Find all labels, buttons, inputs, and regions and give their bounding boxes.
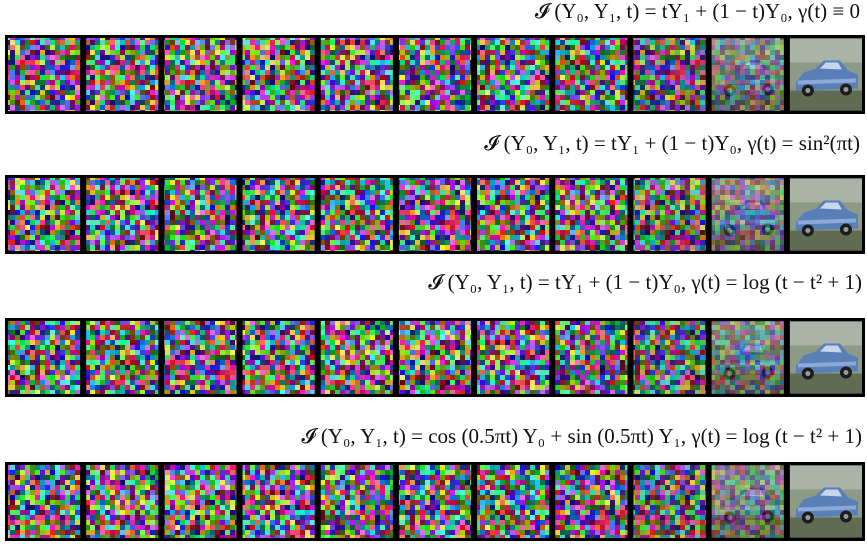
sample-image [712, 465, 784, 538]
sample-image [633, 465, 705, 538]
sample-image [790, 38, 862, 110]
noise-image [399, 465, 471, 538]
noise-image [164, 38, 236, 111]
noise-image [164, 321, 236, 394]
noise-image [633, 178, 705, 251]
noise-image [86, 321, 158, 394]
sample-image [243, 321, 315, 394]
noise-image [712, 321, 784, 394]
sample-image [321, 38, 393, 111]
sample-image [477, 321, 549, 394]
sample-image [633, 321, 705, 394]
noise-image [555, 38, 627, 111]
sample-image [555, 321, 627, 394]
noise-image [321, 321, 393, 394]
sample-image [243, 178, 315, 251]
noise-image [555, 178, 627, 251]
sample-image [86, 465, 158, 538]
sample-image [321, 321, 393, 394]
noise-image [633, 465, 705, 538]
noise-image [555, 465, 627, 538]
noise-image [321, 38, 393, 111]
sample-image [633, 178, 705, 251]
noise-image [712, 178, 784, 251]
sample-image [86, 38, 158, 111]
noise-image [164, 178, 236, 251]
noise-image [86, 465, 158, 538]
sample-image [321, 178, 393, 251]
sample-image [555, 178, 627, 251]
sample-image [477, 38, 549, 111]
sample-image [790, 178, 862, 250]
sample-image [243, 465, 315, 538]
noise-image [243, 321, 315, 394]
row-caption: 𝓘 (Y₀, Y₁, t) = tY₁ + (1 − t)Y₀, γ(t) ≡ … [535, 0, 860, 23]
noise-image [321, 465, 393, 538]
row-caption: 𝓘 (Y₀, Y₁, t) = cos (0.5πt) Y₀ + sin (0.… [301, 424, 862, 448]
sample-image [712, 178, 784, 251]
sample-image [8, 178, 80, 251]
row-caption: 𝓘 (Y₀, Y₁, t) = tY₁ + (1 − t)Y₀, γ(t) = … [484, 131, 860, 155]
noise-image [399, 321, 471, 394]
sample-image [164, 178, 236, 251]
sample-image [164, 465, 236, 538]
sample-image [477, 465, 549, 538]
noise-image [243, 178, 315, 251]
noise-image [477, 178, 549, 251]
sample-image [8, 38, 80, 111]
noise-image [712, 465, 784, 538]
sample-image [477, 178, 549, 251]
noise-image [321, 178, 393, 251]
noise-image [86, 38, 158, 111]
noise-image [712, 38, 784, 111]
sample-image [164, 321, 236, 394]
sample-image [321, 465, 393, 538]
sample-image [164, 38, 236, 111]
noise-image [477, 465, 549, 538]
sample-image [790, 465, 862, 537]
noise-image [86, 178, 158, 251]
sample-image [712, 321, 784, 394]
row-caption: 𝓘 (Y₀, Y₁, t) = tY₁ + (1 − t)Y₀, γ(t) = … [428, 270, 862, 294]
car-image [790, 465, 862, 537]
noise-image [477, 38, 549, 111]
sample-image [399, 178, 471, 251]
noise-image [243, 38, 315, 111]
noise-image [633, 38, 705, 111]
sample-image [8, 321, 80, 394]
figure: 𝓘 (Y₀, Y₁, t) = tY₁ + (1 − t)Y₀, γ(t) ≡ … [0, 0, 867, 546]
noise-image [164, 465, 236, 538]
noise-image [8, 465, 80, 538]
sample-image [555, 465, 627, 538]
sample-image [712, 38, 784, 111]
car-image [790, 321, 862, 393]
sample-image [633, 38, 705, 111]
noise-image [399, 38, 471, 111]
sample-image [243, 38, 315, 111]
noise-image [243, 465, 315, 538]
page: 𝓘 (Y₀, Y₁, t) = tY₁ + (1 − t)Y₀, γ(t) ≡ … [0, 0, 867, 546]
sample-image [8, 465, 80, 538]
sample-image [399, 321, 471, 394]
noise-image [399, 178, 471, 251]
noise-image [633, 321, 705, 394]
sample-image [399, 38, 471, 111]
sample-image [790, 321, 862, 393]
noise-image [555, 321, 627, 394]
noise-image [477, 321, 549, 394]
sample-image [555, 38, 627, 111]
sample-image [399, 465, 471, 538]
noise-image [8, 178, 80, 251]
car-image [790, 38, 862, 110]
noise-image [8, 321, 80, 394]
sample-image [86, 321, 158, 394]
noise-image [8, 38, 80, 111]
car-image [790, 178, 862, 250]
sample-image [86, 178, 158, 251]
